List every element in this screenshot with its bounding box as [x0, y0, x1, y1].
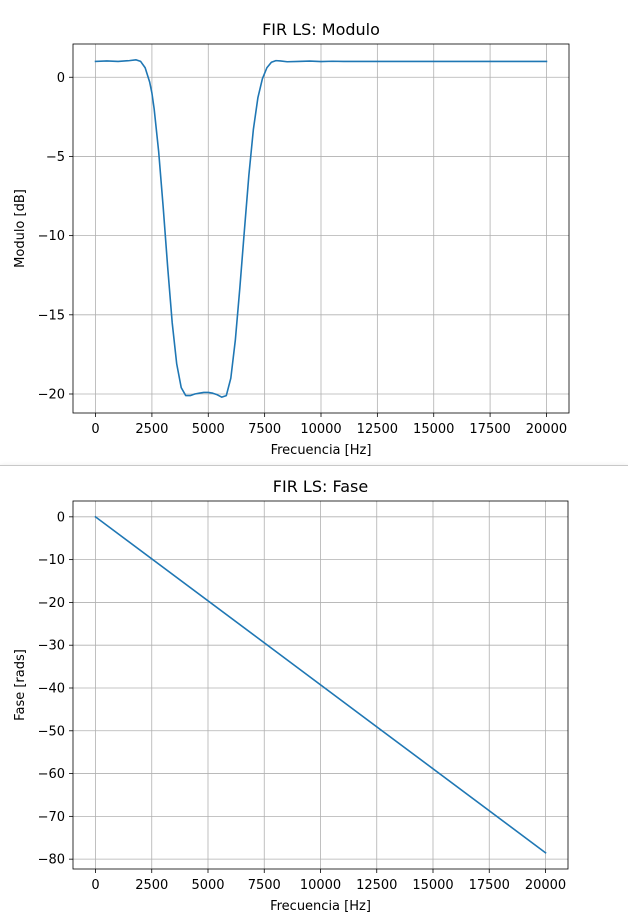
- fase-x-tick-label: 15000: [412, 878, 453, 893]
- modulo-x-tick-label: 12500: [357, 422, 398, 437]
- fase-x-tick-label: 0: [91, 878, 99, 893]
- modulo-chart: 0 2500 5000 7500 10000 12500 15000 17500 20000 0 −…: [13, 20, 570, 458]
- fase-y-tick-label: −10: [38, 553, 65, 568]
- modulo-y-axis-label: Modulo [dB]: [13, 189, 28, 268]
- panel-divider: [0, 465, 628, 466]
- fase-y-tick-label: −30: [38, 639, 65, 654]
- modulo-x-tick-label: 7500: [248, 422, 281, 437]
- fase-x-axis-label: Frecuencia [Hz]: [270, 899, 371, 914]
- fase-x-tick-label: 2500: [135, 878, 168, 893]
- fase-chart-title: FIR LS: Fase: [273, 477, 368, 496]
- modulo-y-tick-label: −20: [38, 387, 65, 402]
- modulo-x-tick-label: 2500: [135, 422, 168, 437]
- modulo-y-tick-label: −15: [38, 308, 65, 323]
- fase-y-tick-label: −20: [38, 596, 65, 611]
- fase-y-tick-label: −60: [38, 767, 65, 782]
- modulo-y-tick-label: −10: [38, 229, 65, 244]
- fase-x-tick-label: 10000: [300, 878, 341, 893]
- modulo-chart-title: FIR LS: Modulo: [262, 20, 380, 39]
- modulo-x-tick-label: 5000: [192, 422, 225, 437]
- fase-chart: 0 2500 5000 7500 10000 12500 15000 17500 20000 0 −…: [13, 477, 569, 914]
- fase-y-tick-label: −80: [38, 853, 65, 868]
- modulo-x-tick-label: 20000: [526, 422, 567, 437]
- fase-y-tick-label: −70: [38, 810, 65, 825]
- modulo-series-line: [94, 59, 548, 398]
- fase-y-tick-label: −40: [38, 681, 65, 696]
- modulo-x-axis-label: Frecuencia [Hz]: [271, 443, 372, 458]
- fase-series-line: [94, 515, 547, 854]
- fase-x-tick-label: 7500: [248, 878, 281, 893]
- fase-x-tick-label: 5000: [191, 878, 224, 893]
- fase-y-axis-label: Fase [rads]: [13, 649, 28, 721]
- modulo-x-tick-label: 10000: [300, 422, 341, 437]
- modulo-y-tick-label: 0: [57, 71, 65, 86]
- fase-y-tick-label: 0: [57, 510, 65, 525]
- fase-x-tick-label: 20000: [525, 878, 566, 893]
- fase-x-tick-label: 17500: [469, 878, 510, 893]
- modulo-x-tick-label: 17500: [469, 422, 510, 437]
- modulo-x-tick-label: 15000: [413, 422, 454, 437]
- fase-y-tick-label: −50: [38, 724, 65, 739]
- modulo-chart-panel: 0 2500 5000 7500 10000 12500 15000 17500 20000 0 −…: [13, 20, 570, 458]
- fase-chart-panel: 0 2500 5000 7500 10000 12500 15000 17500 20000 0 −…: [0, 466, 628, 920]
- modulo-y-tick-label: −5: [46, 150, 65, 165]
- modulo-x-tick-label: 0: [91, 422, 99, 437]
- fase-x-tick-label: 12500: [356, 878, 397, 893]
